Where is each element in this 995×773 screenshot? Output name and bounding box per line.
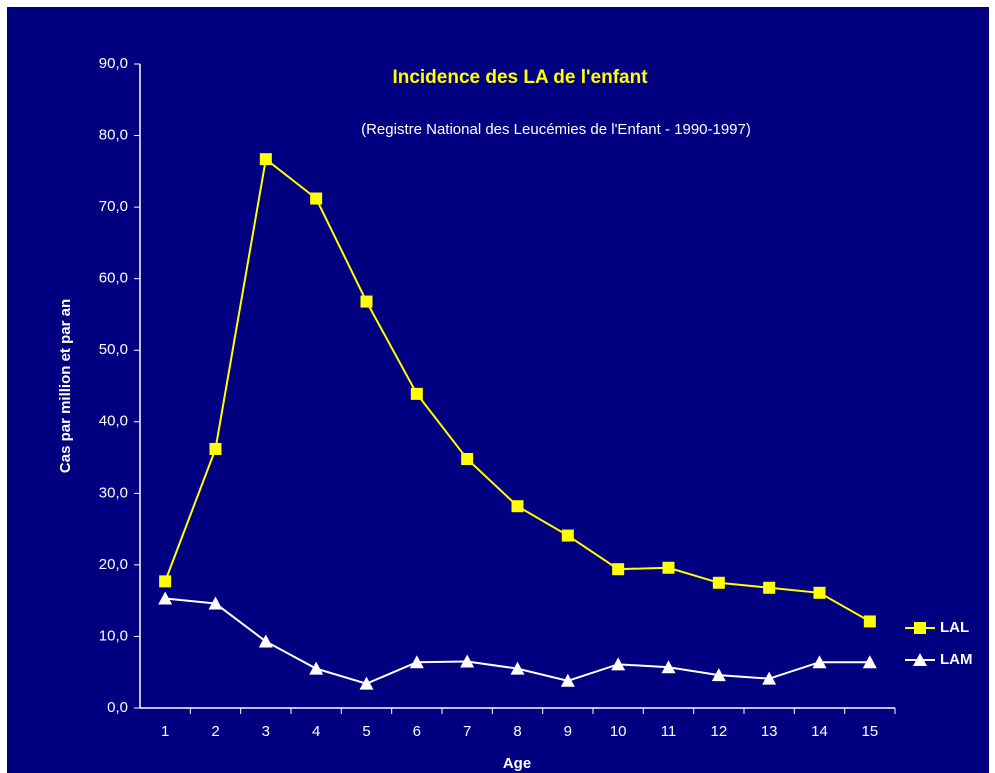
y-tick-label: 50,0 bbox=[99, 341, 128, 358]
data-point bbox=[461, 452, 474, 465]
data-point bbox=[560, 673, 575, 687]
y-tick-label: 30,0 bbox=[99, 484, 128, 501]
y-tick-label: 70,0 bbox=[99, 198, 128, 215]
y-tick-label: 0,0 bbox=[107, 699, 128, 716]
chart-title: Incidence des LA de l'enfant bbox=[392, 67, 648, 88]
x-tick-label: 11 bbox=[661, 723, 677, 740]
data-point bbox=[662, 561, 675, 574]
data-point bbox=[460, 654, 475, 668]
data-point bbox=[208, 596, 223, 610]
data-point bbox=[863, 615, 876, 628]
y-tick-label: 90,0 bbox=[99, 55, 128, 72]
data-point bbox=[812, 655, 827, 669]
background bbox=[7, 7, 989, 773]
data-point bbox=[511, 500, 524, 513]
legend-marker bbox=[913, 653, 927, 666]
data-point bbox=[762, 671, 777, 685]
legend-label: LAM bbox=[940, 651, 973, 668]
data-point bbox=[258, 634, 273, 648]
data-point bbox=[209, 442, 222, 455]
data-point bbox=[510, 661, 525, 675]
data-point bbox=[310, 192, 323, 205]
data-point bbox=[159, 575, 172, 588]
y-tick-label: 40,0 bbox=[99, 413, 128, 430]
x-tick-label: 3 bbox=[262, 723, 270, 740]
y-tick-label: 60,0 bbox=[99, 270, 128, 287]
x-tick-label: 2 bbox=[211, 723, 219, 740]
data-point bbox=[259, 153, 272, 166]
data-point bbox=[360, 295, 373, 308]
data-point bbox=[763, 581, 776, 594]
x-tick-label: 1 bbox=[161, 723, 169, 740]
data-point bbox=[711, 668, 726, 682]
y-axis-label: Cas par million et par an bbox=[57, 299, 74, 473]
y-tick-label: 80,0 bbox=[99, 127, 128, 144]
data-point bbox=[309, 661, 324, 675]
data-point bbox=[409, 655, 424, 669]
x-tick-label: 7 bbox=[463, 723, 471, 740]
data-point bbox=[661, 660, 676, 674]
data-point bbox=[561, 529, 574, 542]
data-point bbox=[410, 387, 423, 400]
x-axis-label: Age bbox=[503, 755, 531, 772]
data-point bbox=[158, 591, 173, 605]
data-point bbox=[612, 563, 625, 576]
data-point bbox=[813, 586, 826, 599]
x-tick-label: 8 bbox=[513, 723, 521, 740]
x-tick-label: 4 bbox=[312, 723, 320, 740]
data-point bbox=[862, 655, 877, 669]
x-tick-label: 14 bbox=[811, 723, 828, 740]
x-tick-label: 13 bbox=[761, 723, 778, 740]
legend-marker bbox=[914, 622, 926, 634]
x-tick-label: 15 bbox=[861, 723, 878, 740]
legend-label: LAL bbox=[940, 619, 969, 636]
x-tick-label: 5 bbox=[362, 723, 370, 740]
data-point bbox=[611, 657, 626, 671]
data-point bbox=[712, 576, 725, 589]
x-tick-label: 12 bbox=[710, 723, 727, 740]
y-tick-label: 10,0 bbox=[99, 627, 128, 644]
chart-subtitle: (Registre National des Leucémies de l'En… bbox=[361, 121, 751, 138]
data-point bbox=[359, 676, 374, 690]
x-tick-label: 9 bbox=[564, 723, 572, 740]
x-tick-label: 10 bbox=[610, 723, 627, 740]
y-tick-label: 20,0 bbox=[99, 556, 128, 573]
x-tick-label: 6 bbox=[413, 723, 421, 740]
